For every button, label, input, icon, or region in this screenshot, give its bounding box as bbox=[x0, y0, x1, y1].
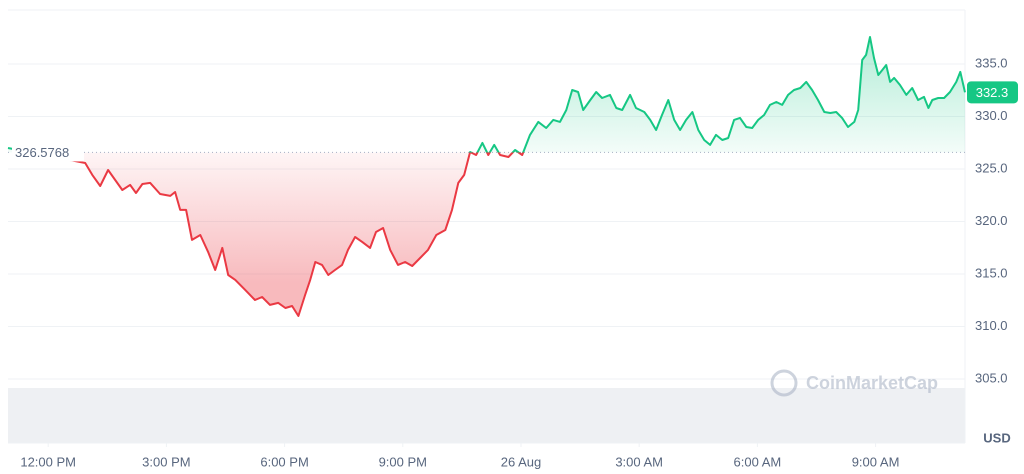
y-tick-label: 315.0 bbox=[975, 265, 1008, 280]
area-fill bbox=[8, 37, 965, 316]
price-line bbox=[7, 36, 966, 317]
x-tick-label: 3:00 PM bbox=[142, 454, 190, 469]
x-tick-label: 3:00 AM bbox=[615, 454, 663, 469]
x-tick-label: 6:00 AM bbox=[734, 454, 782, 469]
price-tag bbox=[967, 81, 1018, 104]
y-tick-label: 320.0 bbox=[975, 213, 1008, 228]
baseline-label: 326.5768 bbox=[15, 145, 69, 160]
x-tick-label: 26 Aug bbox=[501, 454, 542, 469]
watermark-text: CoinMarketCap bbox=[806, 373, 938, 393]
y-tick-label: 330.0 bbox=[975, 108, 1008, 123]
y-tick-label: 305.0 bbox=[975, 370, 1008, 385]
watermark-logo bbox=[770, 369, 798, 397]
x-tick-label: 9:00 PM bbox=[379, 454, 427, 469]
y-tick-label: 335.0 bbox=[975, 55, 1008, 70]
y-unit: USD bbox=[983, 430, 1010, 445]
x-tick-label: 9:00 AM bbox=[852, 454, 900, 469]
baseline-label-bg bbox=[12, 143, 84, 162]
y-tick-label: 310.0 bbox=[975, 318, 1008, 333]
plot bbox=[7, 36, 966, 317]
watermark: CoinMarketCap bbox=[770, 369, 938, 397]
price-tag-label: 332.3 bbox=[976, 85, 1009, 100]
volume-band bbox=[8, 388, 965, 443]
y-tick-label: 325.0 bbox=[975, 160, 1008, 175]
x-tick-label: 12:00 PM bbox=[20, 454, 76, 469]
x-tick-label: 6:00 PM bbox=[260, 454, 308, 469]
